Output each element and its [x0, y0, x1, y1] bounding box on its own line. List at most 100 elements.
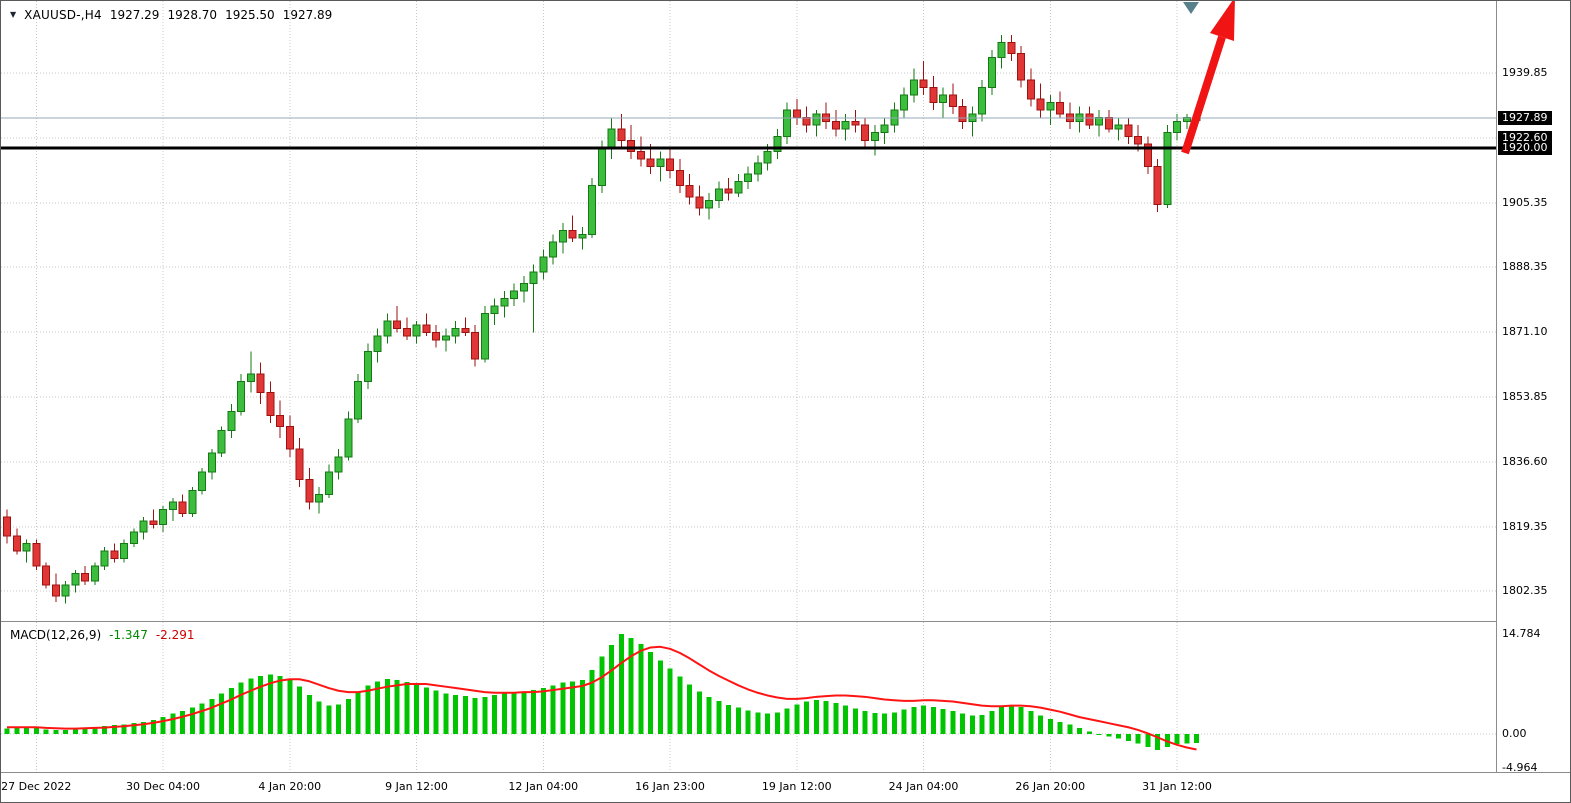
bull-candle	[597, 147, 606, 186]
price-label: 1853.85	[1502, 390, 1548, 404]
symbol-ohlc-info: ▼ XAUUSD-,H4 1927.29 1928.70 1925.50 192…	[10, 8, 332, 22]
bear-candle	[471, 331, 479, 360]
macd-histogram-bar	[921, 705, 926, 734]
macd-histogram-bar	[570, 681, 575, 734]
macd-histogram-bar	[794, 704, 800, 734]
macd-histogram-bar	[1135, 734, 1141, 744]
macd-histogram-bar	[316, 701, 322, 734]
bear-candle	[12, 535, 21, 552]
macd-histogram-bar	[852, 708, 858, 734]
macd-histogram-bar	[755, 712, 761, 734]
bull-candle	[207, 452, 216, 473]
bull-candle	[939, 94, 947, 104]
macd-histogram-bar	[618, 634, 624, 734]
bear-candle	[149, 520, 158, 526]
bear-candle	[627, 139, 635, 153]
macd-histogram-bar	[492, 694, 497, 734]
bear-candle	[422, 324, 431, 333]
time-label: 26 Jan 20:00	[1015, 780, 1086, 793]
macd-histogram-bar	[531, 690, 536, 734]
macd-histogram-bar	[813, 700, 819, 734]
macd-histogram-bar	[170, 713, 176, 734]
macd-histogram-bar	[901, 709, 907, 734]
bull-candle	[159, 509, 167, 526]
macd-histogram-bar	[550, 685, 556, 734]
macd-histogram-bar	[199, 703, 205, 734]
bull-candle	[139, 520, 148, 533]
macd-histogram-bar	[248, 678, 254, 734]
macd-indicator-area[interactable]	[1, 622, 1496, 772]
macd-histogram-bar	[365, 685, 371, 734]
macd-histogram-bar	[1145, 734, 1151, 747]
bull-candle	[909, 79, 918, 96]
macd-histogram-bar	[501, 693, 507, 734]
bear-candle	[1017, 53, 1025, 81]
bull-candle	[237, 380, 245, 413]
bear-candle	[256, 373, 265, 394]
macd-histogram-bar	[560, 682, 566, 734]
bull-candle	[549, 241, 557, 258]
bear-candle	[1153, 166, 1162, 205]
macd-histogram-bar	[92, 727, 98, 734]
bull-candle	[1163, 132, 1172, 205]
bear-candle	[1056, 102, 1064, 115]
red-arrow-head-icon[interactable]	[1210, 1, 1235, 41]
macd-histogram-bar	[521, 691, 527, 734]
bear-candle	[393, 320, 401, 330]
time-axis-separator	[1, 772, 1570, 773]
macd-histogram-bar	[1174, 734, 1180, 745]
macd-histogram-bar	[911, 706, 917, 734]
bear-candle	[178, 501, 187, 514]
time-axis[interactable]: 27 Dec 2022 30 Dec 04:00 4 Jan 20:00 9 Jan …	[1, 773, 1570, 802]
panel-divider[interactable]	[1, 621, 1570, 622]
candlestick-chart-area[interactable]	[1, 1, 1496, 621]
bear-candle	[432, 331, 440, 341]
macd-histogram-bar	[891, 712, 897, 734]
macd-histogram-bar	[765, 713, 770, 734]
macd-histogram-bar	[950, 711, 956, 734]
bear-candle	[1143, 143, 1152, 168]
bull-candle	[744, 173, 752, 183]
bear-candle	[1124, 124, 1133, 137]
macd-histogram-bar	[277, 675, 283, 734]
bear-candle	[958, 105, 967, 122]
macd-name: MACD(12,26,9)	[10, 628, 102, 642]
bear-candle	[929, 87, 938, 104]
bull-candle	[558, 230, 567, 243]
bear-candle	[695, 196, 704, 209]
macd-histogram-bar	[628, 638, 634, 734]
bear-candle	[51, 584, 60, 597]
bull-candle	[217, 429, 226, 454]
bear-candle	[831, 120, 840, 130]
macd-histogram-bar	[24, 727, 29, 734]
macd-histogram-bar	[287, 679, 293, 734]
macd-histogram-bar	[609, 644, 614, 734]
macd-histogram-bar	[180, 711, 185, 734]
price-label: 1802.35	[1502, 584, 1548, 598]
time-label: 12 Jan 04:00	[508, 780, 579, 793]
bull-candle	[315, 493, 323, 503]
price-axis[interactable]: 1939.85 1927.89 1922.60 1920.00 1905.35 1888.…	[1496, 1, 1570, 774]
price-label: 1888.35	[1502, 260, 1548, 274]
macd-main-value: -1.347	[109, 628, 148, 642]
macd-histogram-bar	[72, 728, 78, 734]
bull-candle	[334, 456, 343, 473]
bull-candle	[997, 41, 1006, 58]
bear-candle	[81, 573, 89, 582]
close-value: 1927.89	[282, 8, 333, 22]
macd-histogram-bar	[297, 686, 302, 734]
bull-candle	[324, 471, 333, 495]
macd-histogram-bar	[258, 675, 263, 734]
bull-candle	[198, 471, 206, 492]
symbol-marker-icon: ▼	[10, 9, 17, 19]
bull-candle	[510, 290, 518, 300]
bull-candle	[705, 200, 713, 209]
macd-histogram-bar	[784, 708, 790, 734]
time-label: 27 Dec 2022	[1, 780, 72, 793]
red-arrow-shaft[interactable]	[1181, 35, 1226, 155]
macd-histogram-bar	[511, 692, 517, 734]
macd-histogram-bar	[648, 652, 653, 734]
macd-histogram-bar	[579, 679, 585, 734]
macd-signal-value: -2.291	[155, 628, 195, 642]
